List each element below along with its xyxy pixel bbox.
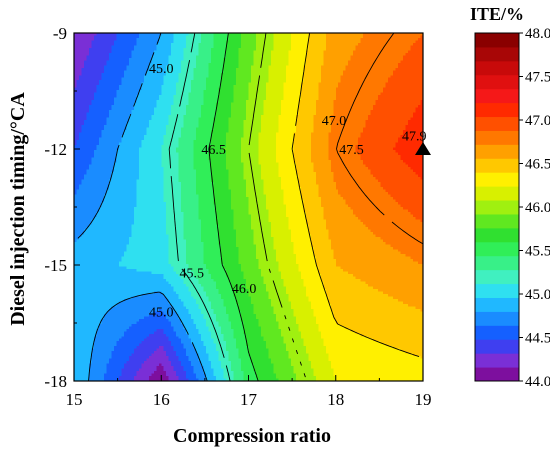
contour-label: 45.5 xyxy=(180,267,205,282)
colorbar-tick-label: 46.0 xyxy=(525,200,550,216)
colorbar-segment xyxy=(475,228,519,242)
colorbar-title: ITE/% xyxy=(470,4,524,24)
colorbar-segment xyxy=(475,33,519,47)
colorbar-segment xyxy=(475,103,519,117)
colorbar-segment xyxy=(475,367,519,381)
colorbar-segment xyxy=(475,256,519,270)
contour-label: 47.0 xyxy=(322,114,347,129)
colorbar-tick-label: 44.0 xyxy=(525,374,550,390)
contour-label: 46.5 xyxy=(201,143,226,158)
colorbar-segment xyxy=(475,89,519,103)
y-tick-label: -12 xyxy=(44,140,67,159)
y-tick-label: -9 xyxy=(53,24,67,43)
colorbar-segment xyxy=(475,61,519,75)
colorbar-segment xyxy=(475,325,519,339)
colorbar: 48.0 47.5 47.0 46.5 46.0 45.5 45.0 44.5 44.0 xyxy=(475,26,550,390)
colorbar-tick-label: 46.5 xyxy=(525,157,550,173)
colorbar-tick-label: 47.5 xyxy=(525,70,550,86)
x-tick-label: 15 xyxy=(66,390,83,409)
plot-area: 45.045.045.546.046.547.047.547.9 xyxy=(74,33,431,382)
colorbar-tick-label: 48.0 xyxy=(525,26,550,42)
colorbar-segment xyxy=(475,270,519,284)
y-tick-label: -18 xyxy=(44,372,67,391)
contour-label: 46.0 xyxy=(232,282,257,297)
colorbar-segment xyxy=(475,353,519,367)
y-axis-title: Diesel injection timing/°CA xyxy=(7,92,29,326)
contour-fill xyxy=(74,33,424,382)
colorbar-segment xyxy=(475,47,519,61)
colorbar-tick-label: 44.5 xyxy=(525,331,550,347)
colorbar-segment xyxy=(475,75,519,89)
contour-label: 47.5 xyxy=(339,143,364,158)
colorbar-segment xyxy=(475,284,519,298)
colorbar-segment xyxy=(475,144,519,158)
x-tick-label: 17 xyxy=(240,390,258,409)
contour-label: 45.0 xyxy=(149,305,174,320)
colorbar-segment xyxy=(475,186,519,200)
x-tick-label: 19 xyxy=(415,390,432,409)
colorbar-segment xyxy=(475,339,519,353)
x-tick-label: 18 xyxy=(327,390,344,409)
y-tick-label: -15 xyxy=(44,256,67,275)
x-axis-title: Compression ratio xyxy=(173,425,331,447)
colorbar-segment xyxy=(475,311,519,325)
x-tick-label: 16 xyxy=(153,390,170,409)
colorbar-segment xyxy=(475,200,519,214)
contour-label: 45.0 xyxy=(149,62,174,77)
colorbar-segment xyxy=(475,214,519,228)
colorbar-segment xyxy=(475,242,519,256)
colorbar-segment xyxy=(475,172,519,186)
colorbar-segment xyxy=(475,158,519,172)
colorbar-tick-label: 47.0 xyxy=(525,113,550,129)
colorbar-tick-label: 45.5 xyxy=(525,244,550,260)
colorbar-segment xyxy=(475,130,519,144)
colorbar-tick-label: 45.0 xyxy=(525,287,550,303)
colorbar-segment xyxy=(475,297,519,311)
colorbar-segment xyxy=(475,117,519,131)
